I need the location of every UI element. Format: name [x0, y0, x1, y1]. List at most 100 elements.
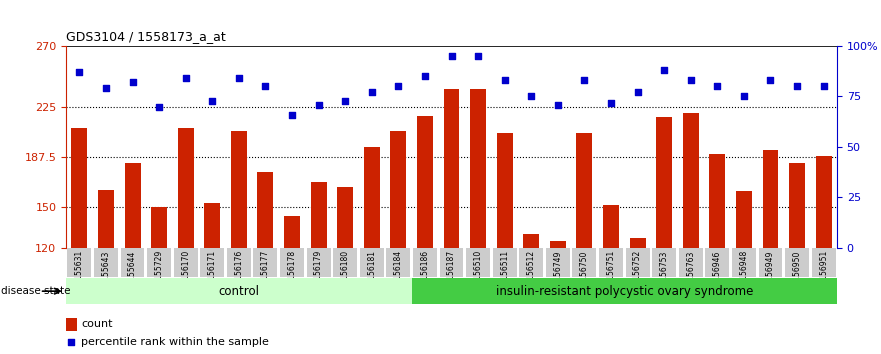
- Point: [391, 84, 405, 89]
- FancyBboxPatch shape: [280, 249, 304, 277]
- Point: [312, 102, 326, 107]
- FancyBboxPatch shape: [440, 249, 463, 277]
- Text: GSM156511: GSM156511: [500, 250, 509, 296]
- Text: GSM156946: GSM156946: [713, 250, 722, 297]
- Bar: [390, 131, 406, 248]
- Bar: [789, 163, 805, 248]
- FancyBboxPatch shape: [147, 249, 171, 277]
- Point: [577, 78, 591, 83]
- Text: GSM156171: GSM156171: [208, 250, 217, 296]
- FancyBboxPatch shape: [759, 249, 782, 277]
- FancyBboxPatch shape: [652, 249, 676, 277]
- Point: [764, 78, 778, 83]
- Bar: [66, 318, 78, 331]
- Point: [817, 84, 831, 89]
- Bar: [311, 182, 327, 248]
- Text: GSM156177: GSM156177: [261, 250, 270, 296]
- Point: [444, 53, 458, 59]
- FancyBboxPatch shape: [200, 249, 225, 277]
- FancyBboxPatch shape: [307, 249, 330, 277]
- Text: GSM156187: GSM156187: [447, 250, 456, 296]
- Text: GSM156186: GSM156186: [420, 250, 429, 296]
- Text: count: count: [81, 319, 113, 329]
- Point: [72, 69, 86, 75]
- FancyBboxPatch shape: [121, 249, 144, 277]
- Point: [631, 90, 645, 95]
- Bar: [683, 113, 699, 248]
- Text: GSM155729: GSM155729: [154, 250, 164, 296]
- FancyBboxPatch shape: [546, 249, 570, 277]
- Point: [551, 102, 565, 107]
- Text: GSM156178: GSM156178: [287, 250, 297, 296]
- Text: GSM156949: GSM156949: [766, 250, 775, 297]
- Point: [125, 80, 139, 85]
- Point: [790, 84, 804, 89]
- Text: GSM155631: GSM155631: [75, 250, 84, 296]
- Text: GSM155643: GSM155643: [101, 250, 110, 297]
- Text: GSM156750: GSM156750: [580, 250, 589, 297]
- FancyBboxPatch shape: [94, 249, 118, 277]
- Point: [232, 75, 246, 81]
- Bar: [603, 205, 619, 248]
- Bar: [417, 116, 433, 248]
- Bar: [337, 187, 353, 248]
- FancyBboxPatch shape: [599, 249, 623, 277]
- Point: [471, 53, 485, 59]
- Bar: [364, 147, 380, 248]
- Bar: [71, 128, 87, 248]
- Text: GSM156180: GSM156180: [341, 250, 350, 296]
- Text: insulin-resistant polycystic ovary syndrome: insulin-resistant polycystic ovary syndr…: [496, 285, 753, 298]
- Bar: [178, 128, 194, 248]
- Text: GSM155644: GSM155644: [128, 250, 137, 297]
- Bar: [152, 207, 167, 248]
- Bar: [656, 117, 672, 248]
- FancyBboxPatch shape: [811, 249, 835, 277]
- FancyBboxPatch shape: [466, 249, 490, 277]
- Bar: [124, 163, 140, 248]
- Bar: [576, 133, 592, 248]
- Point: [418, 74, 432, 79]
- Bar: [550, 241, 566, 248]
- Point: [99, 86, 113, 91]
- FancyBboxPatch shape: [573, 249, 596, 277]
- Point: [179, 75, 193, 81]
- Text: GSM156170: GSM156170: [181, 250, 190, 296]
- FancyBboxPatch shape: [227, 249, 251, 277]
- Text: GSM156948: GSM156948: [739, 250, 749, 296]
- FancyBboxPatch shape: [411, 278, 837, 304]
- FancyBboxPatch shape: [492, 249, 516, 277]
- FancyBboxPatch shape: [254, 249, 278, 277]
- Text: GSM156749: GSM156749: [553, 250, 562, 297]
- Bar: [98, 190, 114, 248]
- Point: [657, 67, 671, 73]
- Point: [338, 98, 352, 103]
- FancyBboxPatch shape: [333, 249, 357, 277]
- Text: GSM156181: GSM156181: [367, 250, 376, 296]
- FancyBboxPatch shape: [678, 249, 703, 277]
- Bar: [231, 131, 247, 248]
- Bar: [470, 89, 486, 248]
- Text: GSM156753: GSM156753: [660, 250, 669, 297]
- Point: [498, 78, 512, 83]
- Text: GDS3104 / 1558173_a_at: GDS3104 / 1558173_a_at: [66, 30, 226, 44]
- Point: [285, 112, 299, 118]
- FancyBboxPatch shape: [785, 249, 809, 277]
- FancyBboxPatch shape: [626, 249, 649, 277]
- Bar: [284, 216, 300, 248]
- FancyBboxPatch shape: [519, 249, 544, 277]
- Bar: [204, 204, 220, 248]
- Text: percentile rank within the sample: percentile rank within the sample: [81, 337, 270, 347]
- Point: [684, 78, 698, 83]
- Point: [205, 98, 219, 103]
- Point: [710, 84, 724, 89]
- Bar: [709, 154, 725, 248]
- Bar: [523, 234, 539, 248]
- Text: GSM156763: GSM156763: [686, 250, 695, 297]
- FancyBboxPatch shape: [174, 249, 197, 277]
- Text: GSM156512: GSM156512: [527, 250, 536, 296]
- Text: disease state: disease state: [2, 286, 70, 296]
- FancyBboxPatch shape: [66, 278, 411, 304]
- Point: [737, 94, 751, 99]
- Text: control: control: [218, 285, 259, 298]
- Text: GSM156751: GSM156751: [606, 250, 616, 296]
